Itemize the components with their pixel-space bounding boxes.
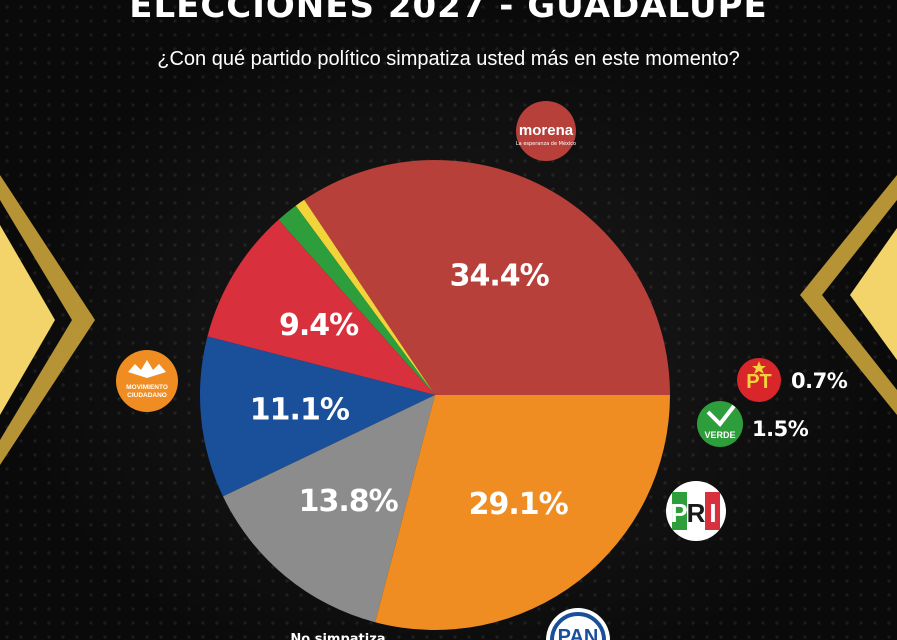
pt-logo: PT	[737, 358, 781, 402]
verde-logo-text: VERDE	[704, 430, 735, 440]
pie-slices	[199, 160, 670, 630]
pt-value-label: 0.7%	[791, 369, 848, 393]
pie-slice-movimiento-ciudadano	[375, 395, 670, 630]
gold-chevron-left	[0, 175, 95, 465]
pri-logo: P R I	[666, 481, 726, 541]
verde-logo: VERDE	[697, 401, 743, 447]
pie-slice-pt	[295, 199, 435, 395]
slice-label-movimiento-ciudadano: 29.1%	[469, 487, 569, 522]
pri-letter-p: P	[670, 498, 687, 528]
pt-logo-text: PT	[746, 371, 772, 393]
morena-logo-text: morena	[519, 122, 574, 139]
verde-value-label: 1.5%	[752, 417, 809, 441]
star-icon	[752, 361, 766, 374]
slice-label-pan: 11.1%	[250, 392, 350, 427]
pie-labels: 34.4% 9.4% 11.1% 13.8% 29.1%	[250, 259, 570, 522]
eagle-icon	[128, 360, 166, 378]
pan-logo-text: PAN	[558, 626, 599, 640]
pie-slice-morena	[304, 160, 670, 395]
pie-slice-verde	[278, 205, 435, 395]
pie-slice-pan	[199, 336, 435, 497]
morena-logo-tagline: La esperanza de México	[516, 140, 576, 147]
page-title: ELECCIONES 2027 - GUADALUPE	[129, 0, 768, 26]
mc-logo-line1: MOVIMIENTO	[126, 384, 168, 391]
pri-letter-i: I	[709, 498, 716, 528]
page-subtitle: ¿Con qué partido político simpatiza uste…	[157, 48, 740, 70]
morena-logo: morena La esperanza de México	[516, 101, 576, 161]
pan-logo: PAN	[546, 608, 610, 640]
toucan-icon	[706, 404, 736, 428]
mc-logo: MOVIMIENTO CIUDADANO	[116, 350, 178, 412]
slice-label-pri: 9.4%	[279, 308, 359, 343]
pri-letter-r: R	[687, 498, 706, 528]
slice-label-no-simpatiza: 13.8%	[299, 484, 399, 519]
gold-chevron-right	[800, 175, 897, 415]
pie-slice-no-simpatiza	[222, 395, 435, 623]
pie-slice-pri	[207, 219, 435, 395]
mc-logo-line2: CIUDADANO	[127, 392, 167, 399]
slice-label-morena: 34.4%	[450, 259, 550, 294]
no-simpatiza-label: No simpatiza	[290, 632, 385, 640]
